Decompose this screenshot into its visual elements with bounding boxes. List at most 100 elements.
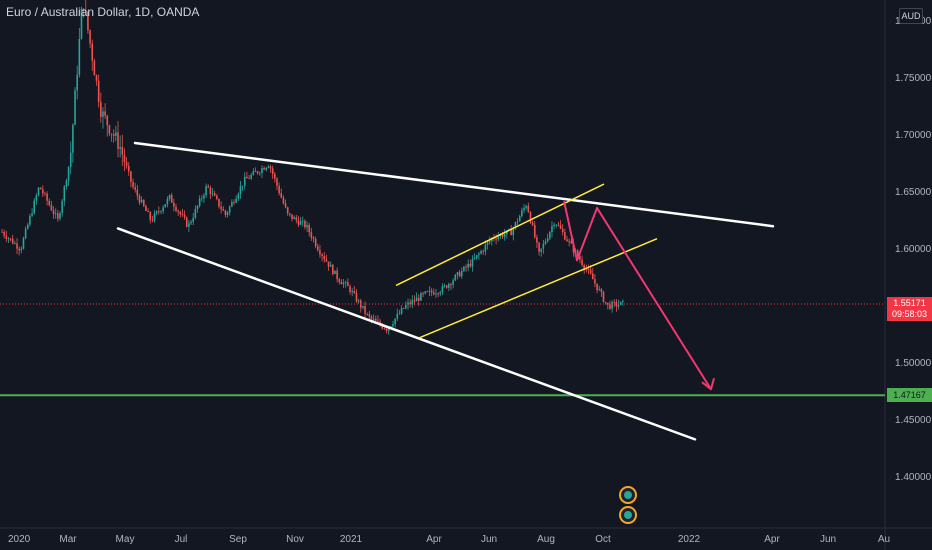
candle-body [95,75,98,81]
candle-body [544,241,547,244]
candle-body [499,234,502,237]
candle-body [301,220,304,222]
candle-body [400,308,403,314]
candle-body [405,304,407,309]
candle-body [304,220,306,228]
candle-body [338,279,341,282]
candle-body [394,318,396,325]
candle-body [598,289,601,291]
candle-body [329,264,332,267]
candle-body [445,285,448,288]
candle-body [50,205,53,211]
candle-body [164,204,167,208]
candle-body [226,212,229,215]
candle-body [441,286,444,293]
candle-body [291,214,293,219]
candle-body [102,111,104,117]
candle-body [551,226,553,232]
candle-body [14,243,16,245]
candle-body [293,217,295,219]
candle-body [351,290,353,292]
candle-body [473,258,476,260]
candle-body [422,293,424,295]
currency-label[interactable]: AUD [899,8,923,24]
candle-body [42,189,44,194]
candle-body [600,289,603,292]
candle-body [510,229,512,236]
candle-body [177,210,179,212]
candle-body [198,198,201,206]
candle-body [424,291,427,294]
candle-body [248,178,250,180]
candle-body [426,291,429,293]
x-tick-label: Apr [426,534,442,545]
candle-body [316,246,319,251]
candle-body [542,243,545,249]
candle-body [20,248,23,251]
candle-body [428,290,431,292]
candle-body [209,187,212,195]
candle-body [497,236,500,240]
candle-body [396,313,399,319]
candle-body [478,253,480,256]
candle-body [149,211,152,220]
candle-body [142,199,145,207]
candle-body [439,292,442,294]
candle-body [110,133,113,135]
candle-body [564,232,566,240]
economic-event-icon[interactable] [619,486,637,504]
candle-body [166,198,169,205]
candle-body [523,207,525,211]
x-tick-label: 2021 [340,534,363,545]
candle-body [61,200,63,214]
candle-body [127,165,130,172]
x-tick-label: 2022 [678,534,701,545]
candle-body [252,171,255,175]
candle-body [299,221,302,225]
candle-body [11,238,14,244]
candle-body [347,282,349,287]
candle-body [512,228,515,236]
candle-body [278,185,280,194]
candle-body [24,228,27,239]
channel-lower-line [418,238,658,339]
candle-body [100,102,102,117]
candle-body [76,74,78,91]
candle-body [465,266,467,268]
candle-body [5,235,8,239]
candle-body [231,202,233,207]
candle-body [340,281,343,285]
economic-event-icon[interactable] [619,506,637,524]
candle-body [145,206,147,212]
candle-body [117,132,119,149]
candle-body [336,270,338,280]
candle-body [160,211,162,212]
candle-body [325,259,328,262]
candle-body [39,187,42,190]
candle-body [192,217,194,222]
x-tick-label: 2020 [8,534,31,545]
candle-body [622,300,624,302]
candle-body [89,30,91,44]
candle-body [413,300,416,302]
candle-body [233,202,235,203]
candle-body [108,125,111,134]
candle-body [207,186,210,188]
candle-body [450,284,452,285]
candle-body [321,254,323,257]
candle-body [65,180,68,187]
candle-body [224,210,227,215]
x-tick-label: Oct [595,534,611,545]
candle-body [265,167,268,170]
candle-body [22,238,25,249]
candle-body [188,223,190,227]
candle-body [323,256,326,260]
candle-body [467,263,469,268]
candle-body [458,272,461,277]
candle-body [284,203,287,208]
candle-body [368,313,371,317]
candle-body [540,248,543,252]
candle-body [112,134,115,136]
candle-body [398,313,401,315]
